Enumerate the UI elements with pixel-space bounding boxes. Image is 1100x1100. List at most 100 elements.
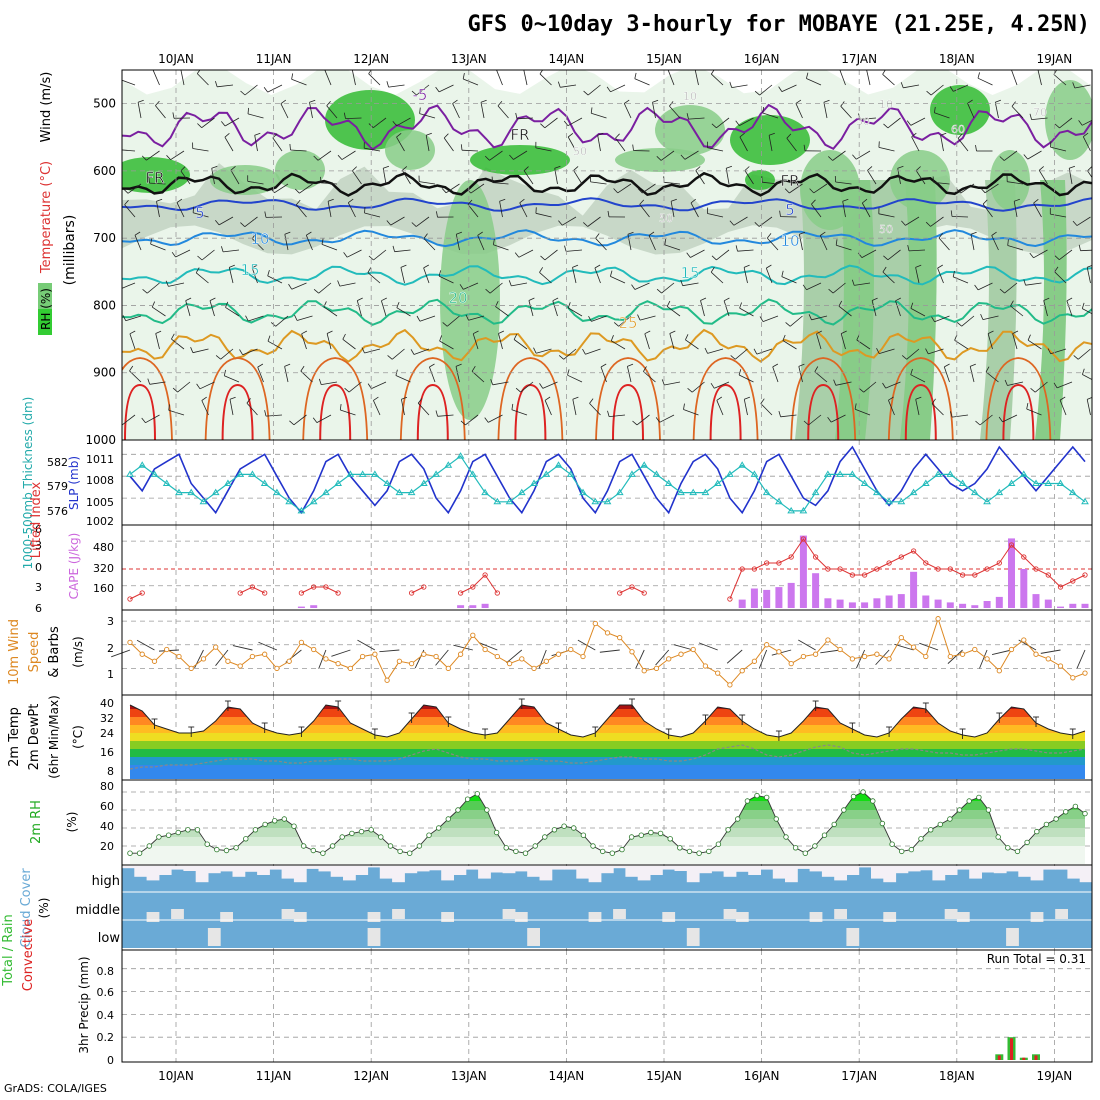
wind10-point — [641, 668, 647, 674]
wind-barb-flag — [956, 321, 962, 327]
wind-barb — [867, 170, 877, 185]
cape-bar — [1044, 599, 1052, 608]
wind-barb — [1037, 70, 1042, 86]
wind-barb-flag — [950, 210, 953, 217]
rh2m-point — [947, 816, 953, 822]
wind-barb-flag — [852, 154, 857, 160]
cloud-low-gap — [527, 928, 540, 946]
rh2m-point — [657, 830, 664, 837]
wind-barb-flag — [452, 99, 458, 104]
date-label-top: 14JAN — [549, 52, 585, 66]
thickness-point — [407, 488, 416, 496]
wind-barb-10m — [726, 649, 743, 664]
li-point — [1021, 554, 1027, 560]
thickness-point — [738, 461, 747, 468]
wind-barb — [345, 117, 362, 119]
rh-column — [1035, 180, 1067, 440]
wind-barb — [170, 150, 185, 161]
li-point — [861, 572, 868, 578]
wind-barb — [347, 249, 362, 258]
wind-barb — [419, 113, 436, 119]
wind-barb — [811, 203, 822, 218]
cape-bar — [959, 603, 967, 608]
li-point — [139, 590, 145, 596]
li-point — [311, 584, 317, 590]
rh2m-band — [130, 837, 1085, 846]
wind-barb — [642, 183, 656, 194]
wind-barb — [1053, 74, 1067, 86]
isotherm-30-loop — [416, 383, 449, 440]
wind10-point — [470, 632, 476, 638]
wind-barb-flag — [950, 411, 953, 418]
cloud-mid-gap — [883, 912, 897, 922]
contour-label: 10 — [780, 232, 799, 250]
wind-barb-flag — [240, 90, 246, 96]
wind10-point — [286, 658, 292, 664]
wind-barb-flag — [490, 379, 494, 385]
wind-barb-flag — [828, 288, 834, 294]
wind-barb-flag — [799, 231, 806, 235]
wind-barb-flag — [867, 67, 873, 69]
wind-barb-flag — [563, 120, 569, 126]
cloud-high-gap — [465, 866, 479, 870]
wind-barb-flag — [558, 220, 563, 226]
thickness-point — [677, 488, 685, 496]
thickness-point — [750, 470, 759, 477]
wind10-point — [311, 646, 317, 653]
wind-barb-flag — [610, 335, 614, 341]
wind-barb-flag — [871, 297, 878, 301]
wind-barb — [1013, 201, 1018, 218]
wind-barb-flag — [321, 238, 324, 245]
wind-barb — [1031, 117, 1048, 120]
thickness-point — [1081, 497, 1089, 505]
wind-barb-flag — [368, 255, 374, 261]
wind-barb-flag — [197, 255, 203, 261]
wind-barb — [1050, 213, 1067, 218]
li-point — [849, 572, 856, 578]
wind-barb — [659, 414, 675, 423]
wind10-point — [1057, 663, 1064, 669]
wind-barb — [737, 249, 754, 252]
cloud-high-gap — [355, 866, 369, 875]
thickness-point — [1056, 479, 1065, 486]
wind-barb-flag — [342, 333, 346, 340]
panel-frame — [121, 609, 1093, 696]
wind-barb — [563, 348, 577, 360]
precip-label-b: Convective — [21, 919, 36, 992]
wind-barb-flag — [730, 355, 736, 360]
wind-barb-flag — [600, 363, 607, 368]
wind-barb-flag — [567, 302, 571, 309]
wind-barb — [781, 276, 797, 284]
cloud-high-gap — [183, 866, 197, 871]
wind-barb — [567, 136, 577, 152]
thickness-point — [224, 479, 232, 486]
cloud-bg — [122, 866, 1092, 948]
wind10-point — [347, 665, 354, 672]
wind-barb-flag — [523, 166, 529, 171]
cloud-high-gap — [404, 866, 418, 874]
date-label-bottom: 17JAN — [841, 1069, 877, 1083]
rh2m-band — [130, 801, 1085, 810]
cloud-high-gap — [158, 866, 172, 875]
wind-barb-flag — [710, 266, 715, 273]
wind-barb-flag — [129, 330, 136, 335]
thickness-point — [995, 488, 1004, 496]
wind-barb — [445, 183, 460, 194]
wind-barb-flag — [823, 99, 830, 103]
wind-barb — [871, 300, 877, 317]
cape-tick: 480 — [93, 541, 114, 554]
li-point — [421, 584, 427, 590]
wind-barb-flag — [1010, 300, 1014, 307]
cloud-high-gap — [760, 866, 774, 870]
wind-barb — [910, 374, 926, 383]
cloud-high-gap — [441, 866, 454, 881]
pressure-tick: 1000 — [85, 433, 116, 447]
rh-blob — [655, 105, 725, 155]
rh2m-point — [1034, 828, 1040, 835]
cloud-high-gap — [662, 866, 676, 870]
wind-barb-flag — [1007, 239, 1009, 246]
wind-barb-flag — [808, 314, 812, 320]
wind10-point — [433, 653, 439, 660]
wind-barb-flag — [477, 231, 483, 236]
isotherm-28-loop — [122, 357, 173, 440]
